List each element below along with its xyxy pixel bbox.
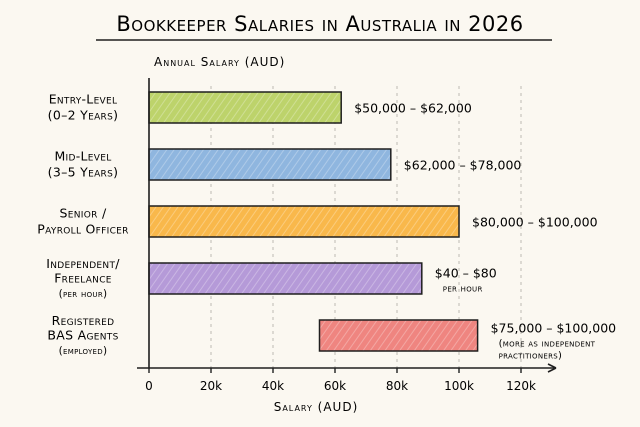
x-tick-label: 80k: [386, 379, 408, 393]
category-label: Freelance: [54, 271, 112, 286]
category-labels: Entry-Level(0–2 Years) Mid-Level(3–5 Year…: [37, 92, 128, 358]
x-axis-ticks: 0 20k 40k 60k 80k 100k 120k: [145, 368, 536, 393]
x-tick-label: 120k: [506, 379, 536, 393]
category-label: BAS Agents: [47, 328, 118, 343]
bar: [148, 91, 342, 124]
value-note: practitioners): [499, 351, 563, 362]
value-label: $62,000 – $78,000: [404, 158, 522, 173]
bar-hatching: [149, 263, 422, 294]
bar-hatching: [149, 206, 459, 237]
value-note: per hour: [443, 284, 483, 295]
x-axis-title: Salary (AUD): [274, 400, 359, 414]
bar-hatching: [319, 320, 478, 351]
bar-outline: [318, 319, 479, 352]
category-label: Senior /: [60, 206, 107, 221]
x-tick-label: 40k: [262, 379, 284, 393]
bar-hatching: [149, 92, 342, 123]
x-tick-label: 20k: [200, 379, 222, 393]
category-label: Registered: [52, 313, 115, 328]
bar: [148, 205, 460, 238]
category-label: Independent/: [46, 256, 120, 271]
value-label: $50,000 – $62,000: [354, 101, 472, 116]
category-label: Payroll Officer: [37, 222, 128, 237]
value-note: (more as independent: [499, 339, 596, 350]
category-label: (3–5 Years): [48, 165, 119, 180]
x-tick-label: 0: [145, 379, 153, 393]
top-axis-label: Annual Salary (AUD): [154, 55, 285, 69]
bar: [148, 262, 423, 295]
category-label: Entry-Level: [49, 92, 118, 107]
value-label: $40 – $80: [435, 266, 497, 281]
category-label: (0–2 Years): [48, 108, 119, 123]
bars: [148, 91, 479, 352]
category-label: (employed): [59, 345, 108, 357]
bar-hatching: [149, 149, 391, 180]
x-tick-label: 60k: [324, 379, 346, 393]
category-label: (per hour): [59, 288, 108, 300]
bar: [148, 148, 392, 181]
x-axis-arrowhead: [547, 363, 557, 373]
value-labels: $50,000 – $62,000 $62,000 – $78,000 $80,00…: [354, 101, 616, 362]
x-tick-label: 100k: [444, 379, 474, 393]
value-label: $80,000 – $100,000: [472, 215, 598, 230]
bar: [318, 319, 479, 352]
value-label: $75,000 – $100,000: [491, 321, 617, 336]
category-label: Mid-Level: [54, 149, 111, 164]
chart-title: Bookkeeper Salaries in Australia in 2026: [116, 12, 523, 36]
